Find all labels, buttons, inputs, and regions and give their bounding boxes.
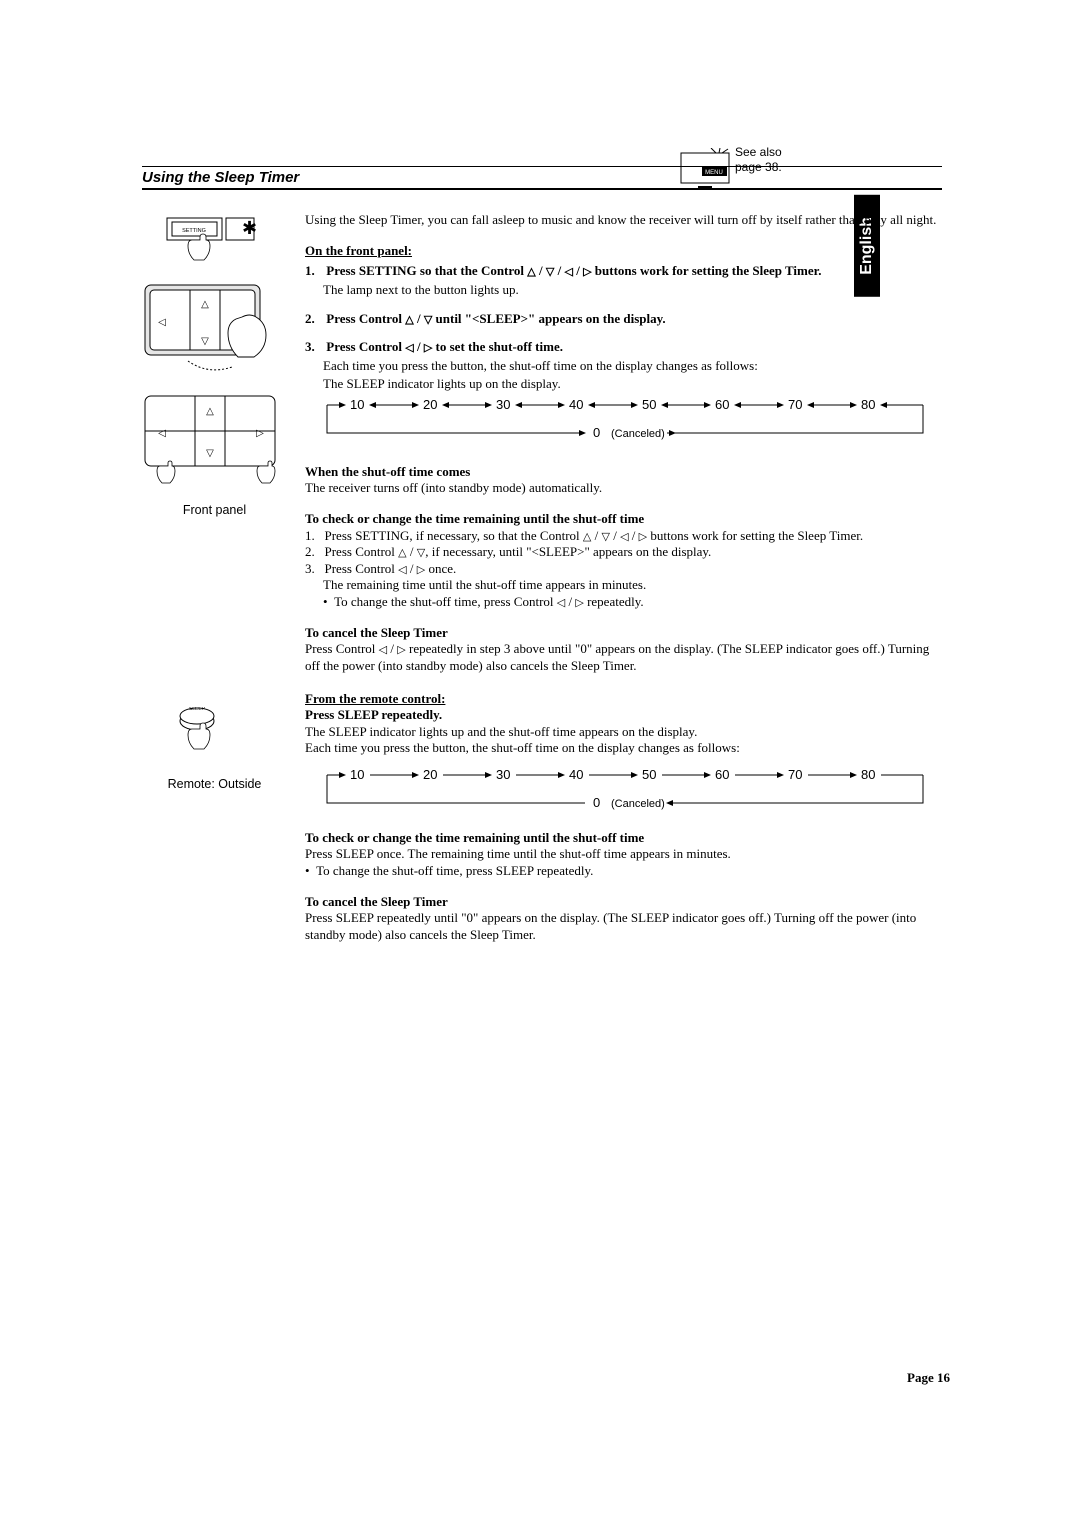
fp-cancel-text: Press Control ◁ / ▷ repeatedly in step 3… (305, 641, 942, 674)
svg-text:△: △ (206, 406, 214, 417)
fp-step3-b: to set the shut-off time. (432, 339, 563, 354)
seq-zero-2: 0 (593, 795, 600, 810)
section-title: Using the Sleep Timer (142, 169, 942, 190)
svg-text:▽: ▽ (201, 336, 209, 347)
svg-text:10: 10 (350, 767, 364, 782)
fp-check3-sub1: The remaining time until the shut-off ti… (305, 577, 942, 594)
remote-cancel-heading: To cancel the Sleep Timer (305, 894, 942, 911)
svg-text:20: 20 (423, 397, 437, 412)
fp-step3-a: Press Control (326, 339, 405, 354)
fp-step2: 2. Press Control △ / ▽ until "<SLEEP>" a… (305, 311, 942, 328)
svg-text:30: 30 (496, 767, 510, 782)
sleep-button-diagram: SLEEP (142, 707, 272, 762)
svg-text:40: 40 (569, 767, 583, 782)
svg-text:20: 20 (423, 767, 437, 782)
left-column: SETTING ✱ △ ▽ ◁ (142, 212, 287, 943)
setting-button-label: SETTING (182, 228, 206, 234)
svg-text:80: 80 (861, 397, 875, 412)
right-column: Using the Sleep Timer, you can fall asle… (305, 212, 942, 943)
fp-check2: 2. Press Control △ / ▽, if necessary, un… (305, 544, 942, 561)
seq-canceled-1: (Canceled) (611, 428, 665, 440)
svg-text:30: 30 (496, 397, 510, 412)
svg-text:60: 60 (715, 767, 729, 782)
remote-press-heading: Press SLEEP repeatedly. (305, 707, 942, 724)
check-heading: To check or change the time remaining un… (305, 511, 942, 528)
when-heading: When the shut-off time comes (305, 464, 942, 481)
remote-check-bullet: • To change the shut-off time, press SLE… (305, 863, 942, 880)
page-number: Page 16 (907, 1370, 950, 1386)
svg-text:70: 70 (788, 767, 802, 782)
svg-text:70: 70 (788, 397, 802, 412)
remote-caption: Remote: Outside (142, 777, 287, 791)
front-panel-caption: Front panel (142, 503, 287, 517)
fp-step2-a: Press Control (326, 311, 405, 326)
svg-text:◁: ◁ (158, 317, 166, 328)
fp-step1: 1. Press SETTING so that the Control △ /… (305, 263, 942, 298)
fp-step1-sub: The lamp next to the button lights up. (305, 282, 942, 299)
front-panel-heading: On the front panel: (305, 243, 942, 260)
svg-text:50: 50 (642, 767, 656, 782)
fp-step2-b: until "<SLEEP>" appears on the display. (432, 311, 665, 326)
control-pad-diagram-lr: △ ▽ ◁ ▷ (142, 388, 287, 488)
fp-cancel-heading: To cancel the Sleep Timer (305, 625, 942, 642)
fp-check1: 1. Press SETTING, if necessary, so that … (305, 528, 942, 545)
svg-text:10: 10 (350, 397, 364, 412)
svg-text:✱: ✱ (242, 218, 257, 238)
remote-text1: The SLEEP indicator lights up and the sh… (305, 724, 942, 741)
fp-step1-a: Press SETTING so that the Control (326, 263, 527, 278)
remote-cancel-text: Press SLEEP repeatedly until "0" appears… (305, 910, 942, 943)
svg-text:80: 80 (861, 767, 875, 782)
svg-text:60: 60 (715, 397, 729, 412)
intro-text: Using the Sleep Timer, you can fall asle… (305, 212, 942, 229)
seq-zero-1: 0 (593, 425, 600, 440)
seq-canceled-2: (Canceled) (611, 798, 665, 810)
rule-top (142, 166, 942, 167)
setting-button-diagram: SETTING ✱ (142, 212, 272, 272)
sequence-diagram-bidir: 10 20 30 40 50 60 70 80 (315, 393, 935, 445)
svg-text:◁: ◁ (158, 428, 166, 439)
remote-text2: Each time you press the button, the shut… (305, 740, 942, 757)
svg-text:40: 40 (569, 397, 583, 412)
svg-text:50: 50 (642, 397, 656, 412)
fp-check3-sub2: • To change the shut-off time, press Con… (305, 594, 942, 611)
sleep-button-label: SLEEP (189, 707, 206, 712)
fp-step3-sub1: Each time you press the button, the shut… (305, 358, 942, 375)
svg-text:▷: ▷ (256, 428, 264, 439)
page-body: Using the Sleep Timer SETTING ✱ △ (142, 140, 942, 943)
fp-step3: 3. Press Control ◁ / ▷ to set the shut-o… (305, 339, 942, 393)
sequence-diagram-oneway: 10 20 30 40 50 60 70 80 (315, 763, 935, 815)
fp-check3: 3. Press Control ◁ / ▷ once. (305, 561, 942, 578)
remote-check-text: Press SLEEP once. The remaining time unt… (305, 846, 942, 863)
fp-step1-b: buttons work for setting the Sleep Timer… (592, 263, 822, 278)
svg-text:▽: ▽ (206, 448, 214, 459)
remote-heading: From the remote control: (305, 691, 942, 708)
fp-step3-sub2: The SLEEP indicator lights up on the dis… (305, 376, 942, 393)
remote-check-heading: To check or change the time remaining un… (305, 830, 942, 847)
svg-text:△: △ (201, 299, 209, 310)
when-text: The receiver turns off (into standby mod… (305, 480, 942, 497)
control-pad-diagram-bidir: △ ▽ ◁ (142, 277, 287, 377)
